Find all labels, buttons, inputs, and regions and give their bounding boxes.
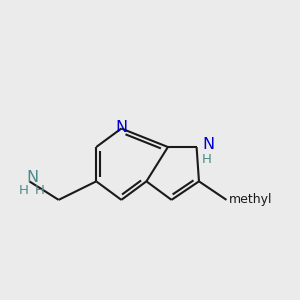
Text: methyl: methyl xyxy=(229,193,272,206)
Text: N: N xyxy=(202,137,214,152)
Text: N: N xyxy=(26,170,38,185)
Text: H: H xyxy=(202,153,212,166)
Text: N: N xyxy=(115,119,128,134)
Text: H: H xyxy=(34,184,44,197)
Text: H: H xyxy=(19,184,29,197)
